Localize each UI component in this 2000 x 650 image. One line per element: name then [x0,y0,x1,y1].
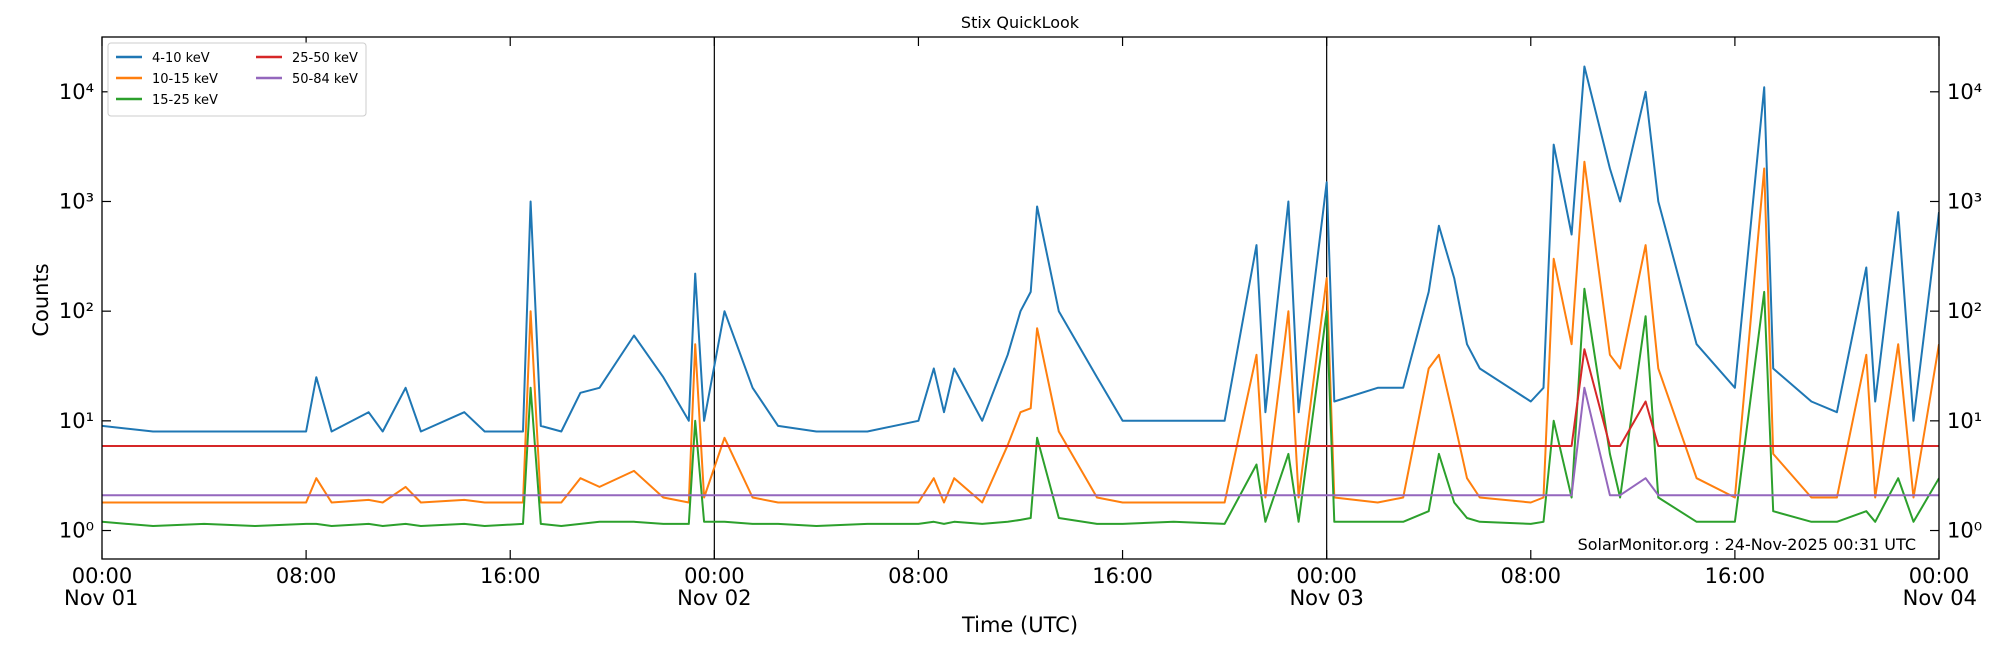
legend-box [107,42,367,117]
x-tick-label: 08:00 [1501,564,1562,588]
y-tick-label: 10⁰ [1947,519,1982,543]
y-tick-label: 10⁴ [1947,80,1982,104]
x-tick-label: 16:00 [1705,564,1766,588]
plot-frame [101,36,1940,560]
chart-title: Stix QuickLook [961,13,1080,32]
series-line [102,386,1939,497]
y-tick-label: 10³ [1947,189,1982,213]
legend-label: 10-15 keV [152,72,218,87]
x-tick-label: 08:00 [888,564,949,588]
y-tick-label: 10² [1947,299,1982,323]
series-line [102,287,1939,527]
legend-label: 15-25 keV [152,93,218,108]
y-axis-label: Counts [29,263,53,336]
series-line [102,348,1939,447]
x-tick-label: 00:00 [1296,564,1357,588]
y-tick-label: 10¹ [1947,409,1982,433]
x-tick-label: 16:00 [1092,564,1153,588]
x-tick-label: 08:00 [276,564,337,588]
y-tick-label: 10¹ [59,409,94,433]
x-tick-label: 00:00 [1909,564,1970,588]
x-axis-label: Time (UTC) [961,613,1078,637]
x-tick-label: 00:00 [684,564,745,588]
legend-label: 25-50 keV [292,51,358,66]
x-tick-label: 00:00 [72,564,133,588]
legend-label: 50-84 keV [292,72,358,87]
x-tick-sublabel: Nov 01 [64,586,138,610]
series-line [102,65,1939,433]
x-tick-sublabel: Nov 03 [1289,586,1363,610]
x-tick-sublabel: Nov 04 [1903,586,1977,610]
annotation: SolarMonitor.org : 24-Nov-2025 00:31 UTC [1578,535,1916,554]
y-tick-label: 10⁰ [59,519,94,543]
legend-label: 4-10 keV [152,51,210,66]
y-tick-label: 10² [59,299,94,323]
y-tick-label: 10⁴ [59,80,94,104]
series-line [102,160,1939,504]
y-tick-label: 10³ [59,189,94,213]
x-tick-sublabel: Nov 02 [677,586,751,610]
x-tick-label: 16:00 [480,564,541,588]
